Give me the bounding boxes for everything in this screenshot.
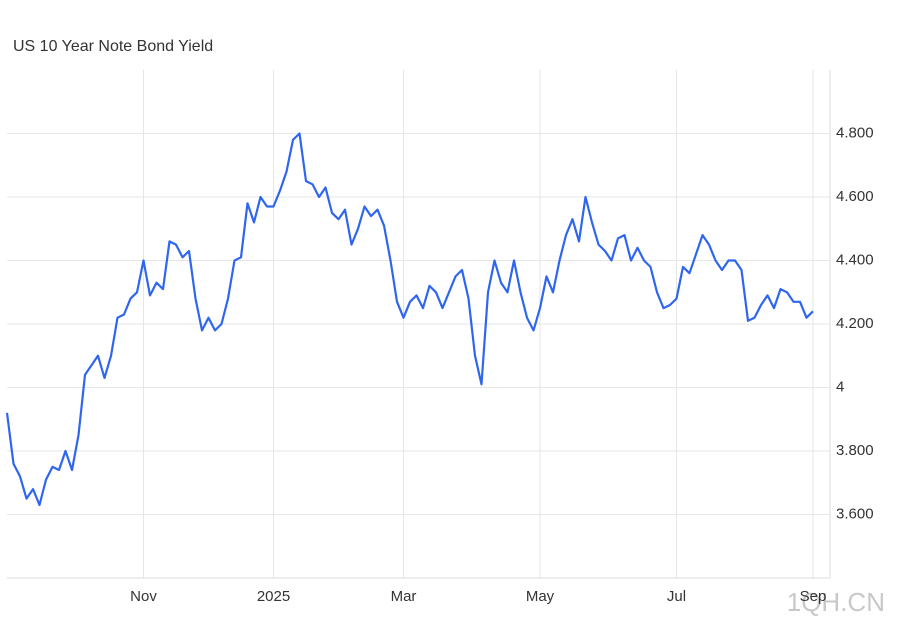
y-tick-label: 4 bbox=[836, 378, 844, 395]
y-tick-label: 4.600 bbox=[836, 188, 874, 205]
y-tick-label: 3.600 bbox=[836, 505, 874, 522]
chart-title: US 10 Year Note Bond Yield bbox=[13, 38, 213, 55]
x-tick-label: 2025 bbox=[257, 588, 290, 605]
x-tick-label: Sep bbox=[800, 588, 827, 605]
line-series bbox=[5, 132, 814, 507]
x-tick-label: May bbox=[526, 588, 555, 605]
y-tick-label: 4.400 bbox=[836, 251, 874, 268]
x-tick-label: Jul bbox=[667, 588, 686, 605]
x-tick-label: Mar bbox=[391, 588, 417, 605]
x-tick-label: Nov bbox=[130, 588, 157, 605]
watermark: 1QH.CN bbox=[787, 587, 885, 617]
y-tick-label: 4.200 bbox=[836, 315, 874, 332]
y-tick-label: 3.800 bbox=[836, 442, 874, 459]
y-tick-label: 4.800 bbox=[836, 124, 874, 141]
